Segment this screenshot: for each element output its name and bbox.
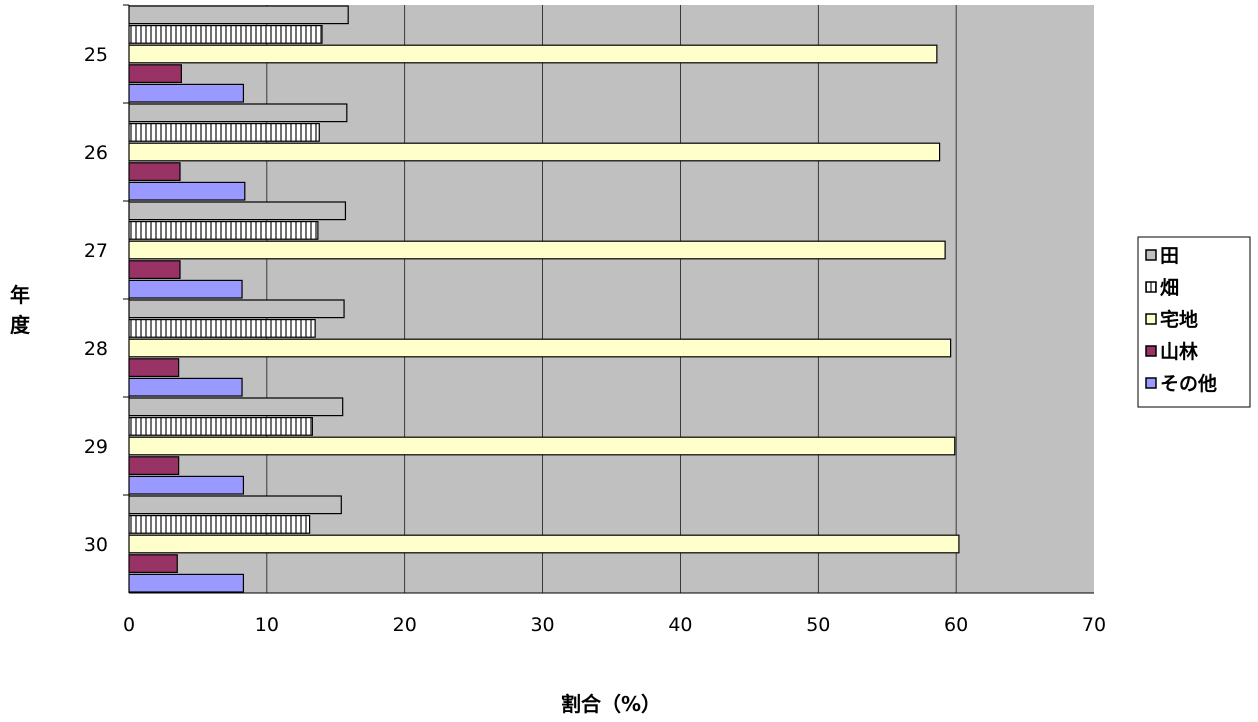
bar [128,44,938,64]
bar [128,25,323,44]
bar [128,221,319,240]
bar [128,514,311,534]
x-tick-label: 20 [393,614,417,636]
legend-swatch [1145,249,1157,261]
bar [128,162,181,182]
legend-label: 田 [1160,245,1179,267]
legend-label: 宅地 [1160,308,1198,331]
x-tick-label: 30 [530,614,554,636]
y-tick-label: 28 [84,338,108,360]
bar [128,554,178,573]
y-tick-label: 26 [84,142,108,164]
bar [128,5,349,25]
y-tick-label: 25 [84,44,108,66]
bar [128,436,956,456]
x-axis-label: 割合（%） [561,692,661,716]
bar [128,279,243,299]
bar [128,240,946,260]
legend-swatch [1145,345,1157,357]
y-axis-label: 年度 [10,283,31,337]
x-tick-labels: 0 10 20 30 40 50 60 70 [123,614,1106,636]
legend-label: 畑 [1160,277,1179,299]
x-tick-label: 40 [668,614,692,636]
bar [128,534,960,554]
bar [128,573,245,593]
legend-swatch [1145,377,1157,389]
x-tick-label: 50 [806,614,830,636]
y-tick-label: 30 [84,534,108,556]
legend-swatch [1145,313,1157,325]
bar [128,83,245,103]
bar [128,260,181,279]
y-tick-labels: 25 26 27 28 29 30 [84,4,129,556]
x-tick-label: 70 [1082,614,1106,636]
x-tick-label: 60 [944,614,968,636]
legend-label: 山林 [1160,340,1198,363]
bar [128,201,347,221]
legend-swatch [1145,281,1157,293]
plot-area [129,5,1094,593]
y-tick-label: 29 [84,436,108,458]
bar [128,103,348,123]
bar [128,299,345,319]
x-tick-label: 0 [123,614,135,636]
bar [128,397,344,417]
bar [128,377,243,397]
bar [128,181,246,201]
bar [128,319,316,338]
bar [128,475,245,495]
y-tick-label: 27 [84,240,108,262]
bar [128,64,182,84]
legend-label: その他 [1160,372,1217,395]
bar [128,456,180,475]
bar [128,417,313,436]
bar [128,122,320,142]
bar [128,495,342,515]
x-tick-label: 10 [255,614,279,636]
gridlines [266,5,957,593]
bar [128,358,180,377]
bar [128,338,952,358]
bar [128,142,941,162]
